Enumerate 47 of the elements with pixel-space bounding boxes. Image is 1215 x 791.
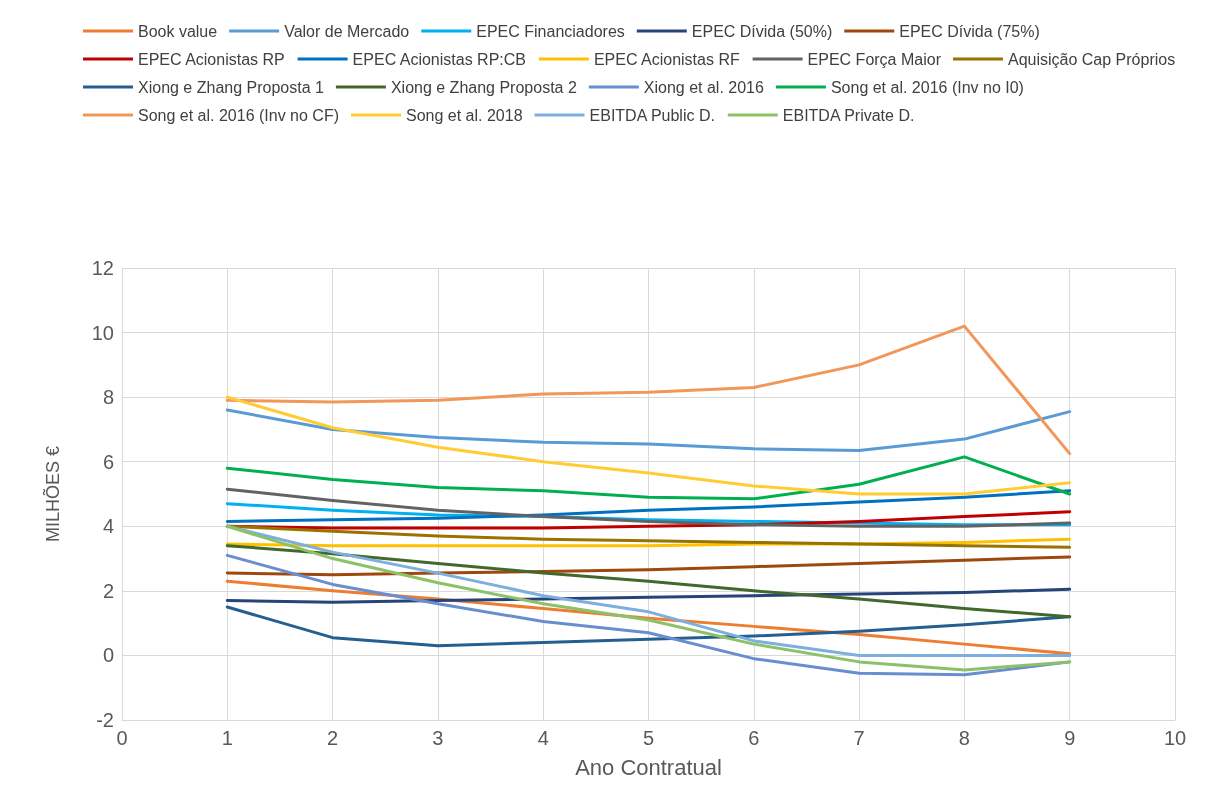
y-tick-label: 4 [102, 515, 114, 538]
x-tick-label: 6 [748, 727, 760, 749]
legend-label: Song et al. 2016 (Inv no CF) [138, 106, 339, 124]
legend-label: Xiong e Zhang Proposta 2 [390, 78, 577, 96]
line-series [225, 324, 1072, 456]
x-tick-label: 4 [537, 727, 549, 749]
legend-label: EPEC Acionistas RF [593, 50, 740, 68]
legend-label: EPEC Força Maior [807, 50, 942, 68]
legend-label: EPEC Dívida (50%) [691, 22, 833, 40]
legend-label: EPEC Financiadores [476, 22, 625, 40]
line-series [225, 544, 1072, 619]
legend-label: Xiong et al. 2016 [643, 78, 765, 96]
line-series [225, 555, 1072, 577]
line-series [225, 553, 1072, 677]
x-tick-label: 8 [958, 727, 970, 749]
x-tick-label: 0 [116, 727, 128, 749]
x-tick-label: 7 [853, 727, 865, 749]
line-series [225, 395, 1072, 496]
legend-label: EBITDA Public D. [589, 106, 715, 124]
legend-label: Xiong e Zhang Proposta 1 [138, 78, 325, 96]
legend-label: EPEC Acionistas RP [138, 50, 285, 68]
legend-label: EBITDA Private D. [782, 106, 915, 124]
y-tick-label: 10 [91, 321, 114, 344]
x-tick-label: 1 [221, 727, 233, 749]
legend-label: Song et al. 2016 (Inv no I0) [830, 78, 1024, 96]
y-tick-label: 2 [102, 579, 114, 602]
x-tick-label: 2 [327, 727, 339, 749]
x-axis-title: Ano Contratual [575, 754, 722, 780]
y-tick-label: 0 [102, 644, 114, 667]
y-tick-label: -2 [96, 709, 114, 731]
line-series [225, 408, 1072, 452]
y-tick-label: 12 [91, 257, 114, 279]
legend-label: EPEC Dívida (75%) [899, 22, 1040, 40]
legend-label: Book value [138, 22, 218, 40]
y-axis-title: MILHÕES € [42, 445, 63, 543]
legend-label: Song et al. 2018 [406, 106, 523, 124]
y-tick-label: 8 [102, 386, 114, 409]
y-tick-label: 6 [102, 450, 114, 473]
line-series [225, 587, 1072, 604]
x-tick-label: 9 [1064, 727, 1076, 749]
x-tick-label: 5 [642, 727, 655, 749]
x-tick-label: 3 [432, 727, 444, 749]
x-tick-label: 10 [1163, 727, 1187, 749]
line-series [225, 455, 1072, 501]
legend-label: EPEC Acionistas RP:CB [352, 50, 527, 68]
legend-label: Aquisição Cap Próprios [1007, 50, 1176, 68]
legend-label: Valor de Mercado [284, 22, 410, 40]
